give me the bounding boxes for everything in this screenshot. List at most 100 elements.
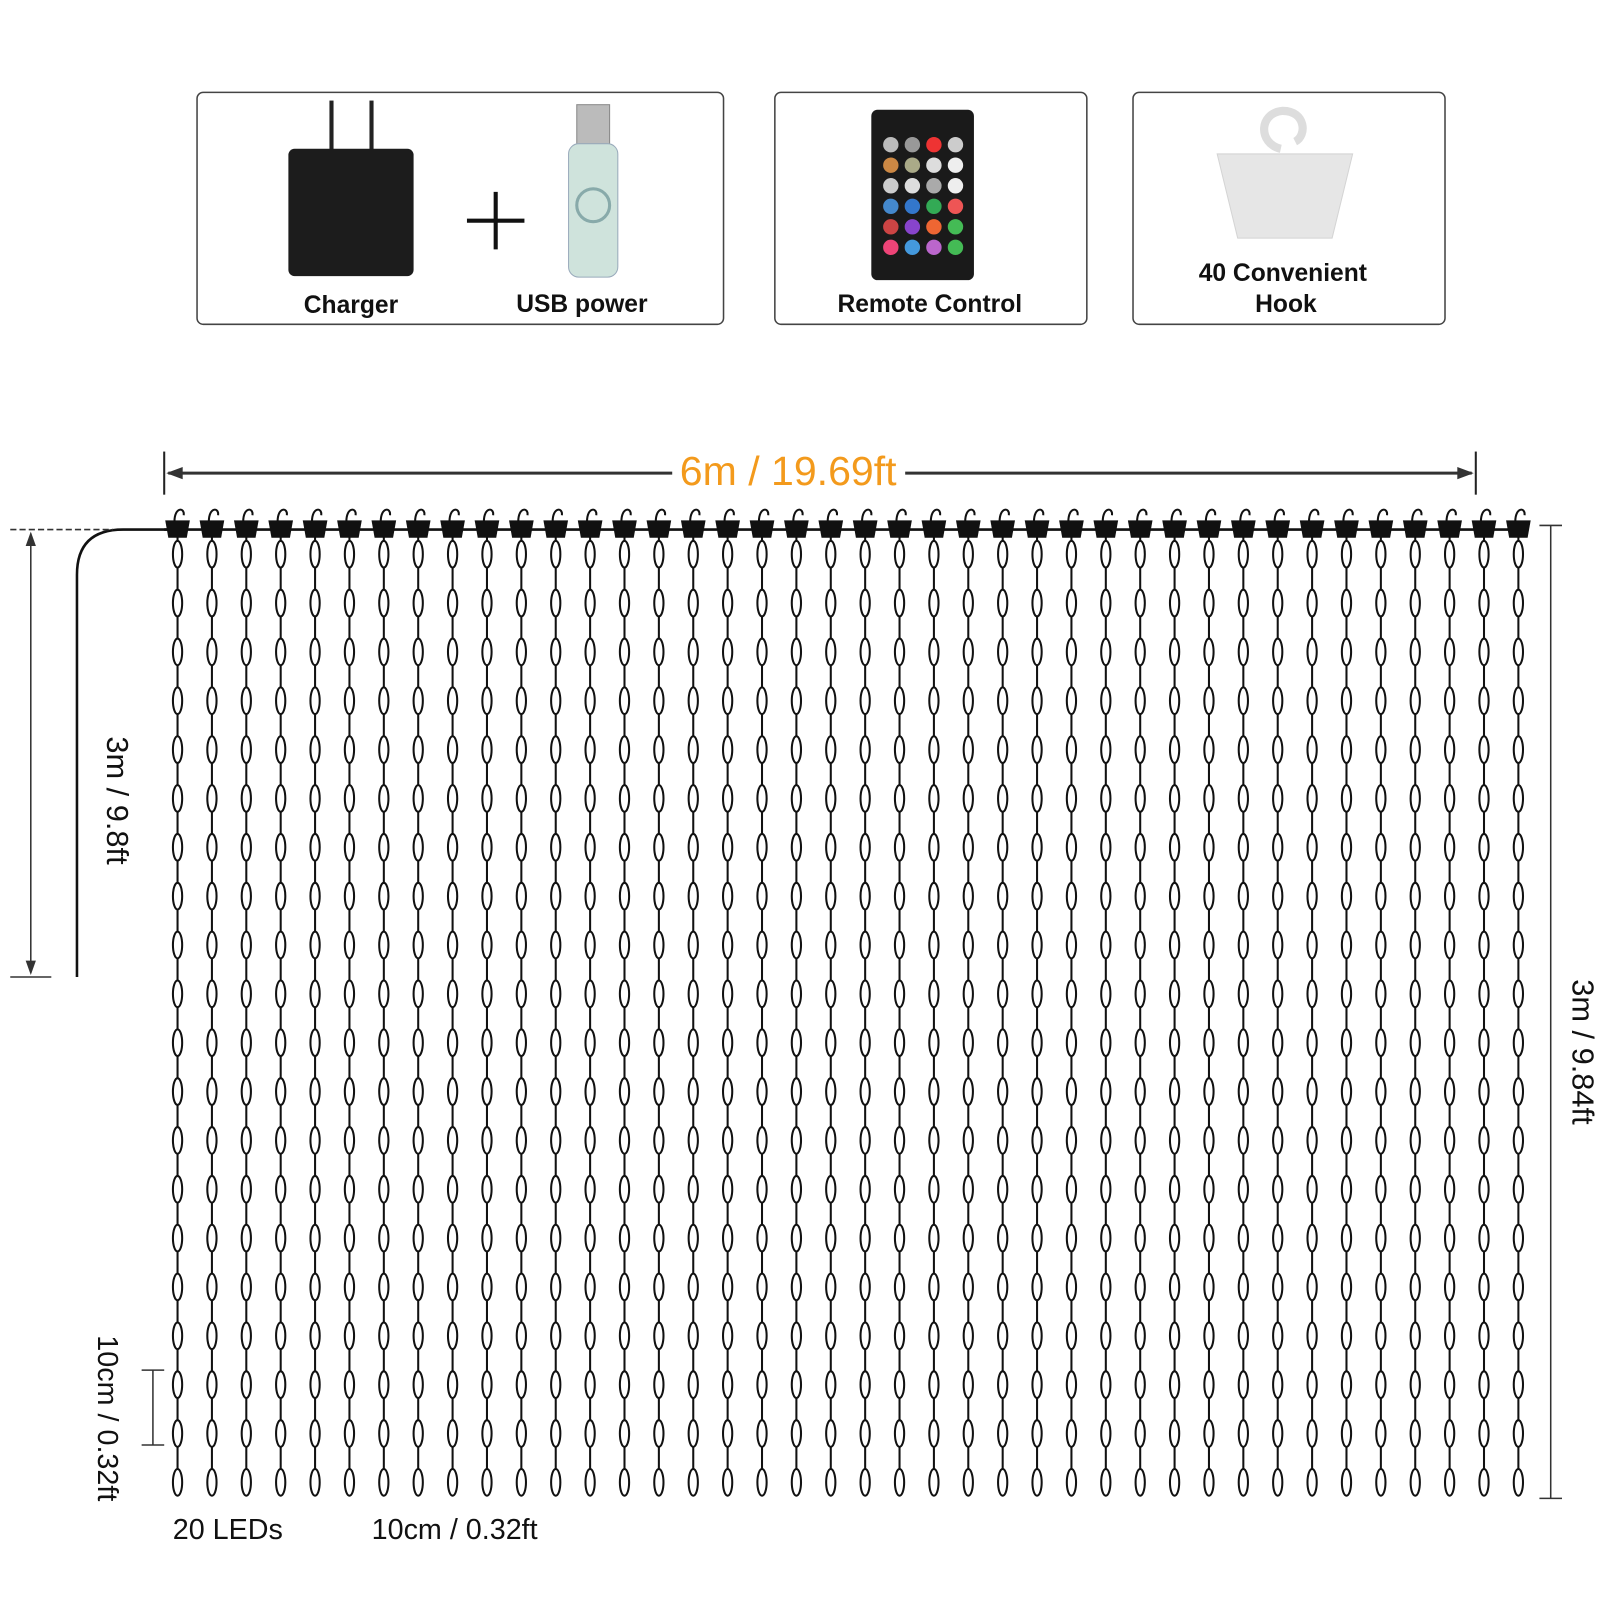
- remote-button: [904, 178, 921, 194]
- led: [1203, 1321, 1215, 1351]
- led: [859, 881, 871, 911]
- led: [997, 784, 1009, 813]
- led: [653, 1272, 665, 1302]
- led: [550, 686, 562, 716]
- led: [309, 1028, 321, 1058]
- led: [481, 1174, 493, 1204]
- led: [1306, 735, 1318, 764]
- led: [275, 588, 287, 618]
- led: [859, 1028, 871, 1058]
- led: [550, 1028, 562, 1058]
- led: [515, 1419, 527, 1448]
- hook: [1514, 508, 1526, 522]
- led: [1237, 881, 1249, 911]
- led: [343, 881, 356, 911]
- led: [550, 979, 562, 1009]
- led: [412, 1272, 424, 1302]
- led: [859, 1077, 871, 1106]
- led: [378, 1467, 390, 1497]
- lead-wire: [10, 528, 170, 978]
- led: [859, 1174, 871, 1204]
- led: [515, 1223, 527, 1253]
- led: [584, 930, 596, 960]
- led: [1134, 1321, 1146, 1351]
- led: [721, 832, 734, 862]
- led: [618, 1370, 631, 1400]
- led: [446, 735, 459, 764]
- led: [997, 881, 1009, 911]
- led: [756, 686, 768, 716]
- led: [928, 539, 940, 569]
- led: [378, 588, 390, 618]
- led: [206, 1028, 218, 1058]
- led: [893, 881, 906, 911]
- remote-button: [883, 178, 899, 194]
- hook: [723, 508, 735, 522]
- led: [859, 930, 871, 960]
- led: [1065, 1467, 1078, 1497]
- led: [1031, 1174, 1043, 1204]
- strand-spacing-label: 10cm / 0.32ft: [372, 1514, 538, 1546]
- led: [790, 1077, 803, 1106]
- led: [481, 784, 493, 813]
- led: [1237, 1174, 1249, 1204]
- strand: [1334, 508, 1359, 1497]
- led: [1203, 1028, 1215, 1058]
- hook: [757, 508, 770, 522]
- remote-button: [926, 157, 942, 173]
- led: [1100, 832, 1112, 862]
- clip: [646, 520, 672, 538]
- led: [171, 1321, 184, 1351]
- led: [1168, 1272, 1181, 1302]
- led: [928, 1126, 940, 1155]
- led: [1478, 686, 1490, 716]
- hook: [1445, 508, 1457, 522]
- led: [1065, 735, 1078, 764]
- led: [618, 1467, 631, 1497]
- led: [653, 881, 665, 911]
- led: [275, 1077, 287, 1106]
- led: [859, 1126, 871, 1155]
- remote-button: [904, 239, 921, 256]
- led: [1512, 637, 1525, 667]
- led: [412, 637, 424, 667]
- clip: [990, 520, 1015, 538]
- hook-icon: [1216, 106, 1354, 239]
- led: [1237, 637, 1249, 667]
- led: [1340, 1174, 1353, 1204]
- led: [618, 588, 631, 618]
- hook: [482, 508, 495, 522]
- led: [1443, 1126, 1456, 1155]
- led: [1100, 686, 1112, 716]
- led: [343, 1272, 356, 1302]
- led: [893, 735, 906, 764]
- led: [1065, 1174, 1078, 1204]
- strand: [1368, 508, 1394, 1497]
- led: [1031, 881, 1043, 911]
- led: [1065, 637, 1078, 667]
- led: [275, 1028, 287, 1058]
- led: [721, 1174, 734, 1204]
- led: [412, 588, 424, 618]
- led: [790, 539, 803, 569]
- led: [171, 1467, 184, 1497]
- led: [1409, 1126, 1421, 1155]
- led: [1272, 832, 1284, 862]
- led: [687, 1370, 699, 1400]
- strand: [337, 508, 362, 1497]
- led: [1306, 686, 1318, 716]
- led: [825, 1321, 837, 1351]
- led: [825, 832, 837, 862]
- led: [618, 539, 631, 569]
- led: [1340, 979, 1353, 1009]
- led: [859, 539, 871, 569]
- clip: [474, 520, 500, 538]
- led: [1306, 979, 1318, 1009]
- led: [240, 1272, 252, 1302]
- remote-button: [947, 198, 964, 214]
- led: [481, 735, 493, 764]
- led: [756, 1419, 768, 1448]
- led: [481, 588, 493, 618]
- led: [1168, 1174, 1181, 1204]
- led: [1031, 1419, 1043, 1448]
